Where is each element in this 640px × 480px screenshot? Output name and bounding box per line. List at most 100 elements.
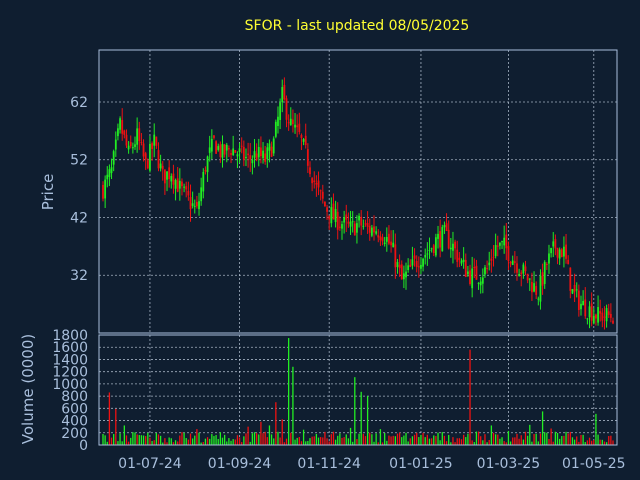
candle-body (356, 223, 358, 233)
candle-body (108, 169, 111, 178)
candle-body (262, 150, 264, 159)
price-candles (102, 77, 614, 330)
candle-body (326, 207, 328, 212)
candle-body (571, 289, 574, 294)
price-grid (99, 50, 617, 333)
candle-body (565, 244, 567, 259)
candle-body (456, 249, 459, 262)
candle-body (112, 151, 115, 165)
candle-body (543, 262, 546, 285)
candle-body (155, 136, 158, 146)
candle-body (266, 147, 269, 160)
price-tick-label: 62 (70, 95, 88, 111)
candle-body (144, 153, 147, 160)
candle-body (146, 160, 149, 169)
volume-tick-label: 1800 (52, 328, 88, 344)
candle-body (597, 307, 599, 323)
candle-body (353, 223, 356, 236)
candle-body (351, 221, 354, 223)
candle-body (300, 135, 303, 138)
candle-body (501, 241, 503, 243)
candle-body (605, 308, 608, 322)
candle-body (560, 249, 563, 258)
candle-body (449, 247, 452, 250)
candle-body (584, 299, 587, 317)
candle-body (405, 271, 407, 278)
candle-body (379, 236, 382, 241)
candle-body (439, 231, 442, 248)
candle-body (274, 121, 277, 137)
candle-body (586, 318, 589, 320)
candle-body (223, 144, 226, 155)
candle-body (170, 176, 173, 182)
candle-body (341, 224, 343, 229)
candle-body (430, 248, 433, 250)
candle-body (588, 306, 591, 318)
candle-body (558, 249, 561, 259)
x-tick-label: 01-05-25 (562, 456, 626, 472)
candle-body (599, 311, 602, 314)
volume-tick-label: 0 (79, 438, 88, 454)
candle-body (370, 227, 373, 236)
candle-body (447, 229, 450, 249)
candle-body (338, 226, 341, 228)
candle-body (161, 165, 164, 170)
candle-body (294, 124, 296, 128)
candle-body (388, 233, 390, 244)
candle-body (400, 264, 403, 280)
candle-body (533, 283, 535, 292)
candle-body (181, 181, 183, 187)
candle-body (313, 180, 316, 183)
x-axis: 01-07-24 01-09-24 01-11-24 01-01-25 01-03-25… (118, 456, 625, 472)
candle-body (524, 266, 527, 272)
candle-body (550, 247, 553, 254)
candle-body (603, 316, 606, 318)
candle-body (191, 203, 194, 206)
candle-body (136, 128, 139, 145)
candle-body (289, 118, 292, 126)
candle-body (296, 125, 299, 128)
candle-body (247, 153, 250, 156)
candle-body (174, 179, 177, 189)
volume-tick-label: 1600 (52, 340, 88, 356)
candle-body (210, 138, 213, 152)
candle-body (131, 147, 134, 149)
candle-body (151, 143, 153, 150)
price-tick-label: 52 (70, 153, 88, 169)
candle-body (479, 281, 482, 286)
candle-body (242, 146, 245, 160)
volume-tick-label: 200 (61, 426, 88, 442)
candle-body (526, 273, 529, 281)
candle-body (234, 150, 237, 153)
candle-body (311, 178, 314, 184)
volume-tick-label: 1200 (52, 365, 88, 381)
candle-body (458, 257, 461, 261)
candle-body (445, 223, 448, 231)
candle-body (505, 234, 508, 249)
candle-body (304, 135, 307, 146)
price-tick-label: 42 (70, 210, 88, 226)
candle-body (219, 144, 222, 158)
candle-body (119, 118, 121, 130)
candle-body (471, 268, 474, 289)
candle-body (302, 138, 305, 142)
candle-body (509, 261, 512, 264)
candle-body (330, 207, 333, 224)
candle-body (178, 180, 181, 189)
candle-body (319, 190, 322, 192)
candle-body (157, 150, 160, 169)
candle-body (349, 221, 352, 227)
candle-body (149, 143, 151, 171)
candle-body (475, 265, 478, 280)
candle-body (590, 303, 593, 321)
candle-body (381, 237, 384, 242)
candle-body (368, 225, 371, 233)
candle-body (601, 312, 604, 321)
chart-title: SFOR - last updated 08/05/2025 (245, 18, 470, 34)
volume-tick-label: 400 (61, 414, 88, 430)
candle-body (398, 264, 401, 269)
candle-body (279, 102, 282, 120)
candle-body (245, 156, 247, 158)
candle-body (292, 119, 294, 125)
